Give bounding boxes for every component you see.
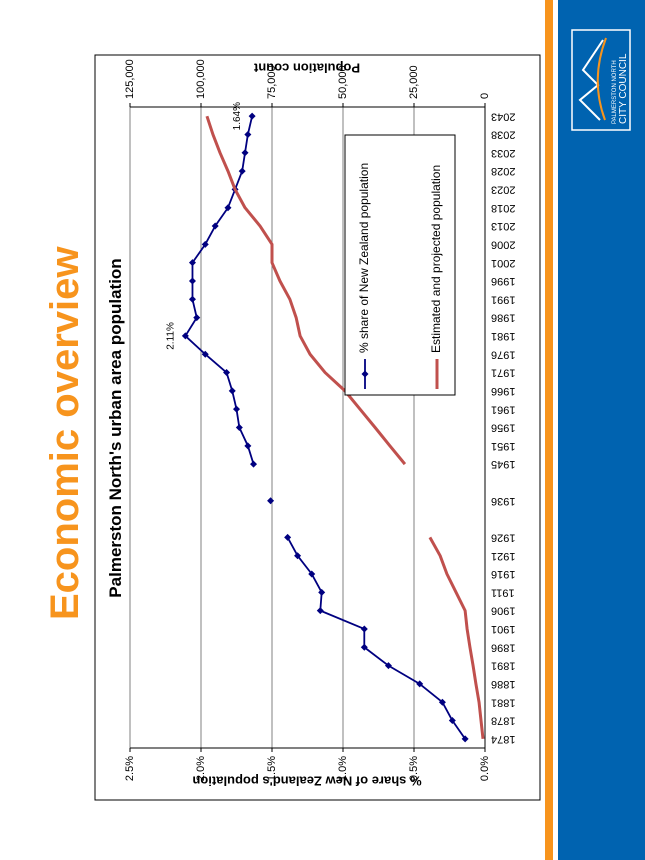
- x-tick-label: 1961: [491, 403, 515, 415]
- y-tick-label: 1.0%: [337, 756, 349, 781]
- x-tick-label: 1966: [491, 385, 515, 397]
- x-tick-label: 2038: [491, 129, 515, 141]
- data-point: [235, 424, 243, 431]
- data-point: [250, 460, 258, 468]
- x-tick-label: 2023: [491, 184, 515, 196]
- logo-graphic: [596, 37, 607, 121]
- x-tick-label: 2033: [491, 147, 515, 159]
- data-point: [438, 698, 446, 706]
- x-tick-label: 1881: [491, 696, 515, 708]
- blue-band: [558, 0, 645, 860]
- y2-tick-label: 0: [479, 93, 491, 99]
- data-point: [181, 332, 189, 340]
- data-point: [188, 259, 196, 267]
- y2-axis-title: Population count: [253, 61, 360, 76]
- x-tick-label: 1986: [491, 312, 515, 324]
- logo-text: CITY COUNCIL: [618, 53, 629, 124]
- x-tick-label: 1996: [491, 275, 515, 287]
- data-point: [201, 240, 209, 248]
- legend-box: [344, 134, 456, 396]
- series-line: [184, 115, 466, 740]
- data-point: [248, 112, 256, 120]
- x-tick-label: 1916: [491, 568, 515, 580]
- data-point: [228, 387, 236, 395]
- data-point: [233, 405, 240, 413]
- data-point: [448, 717, 456, 725]
- x-tick-label: 1874: [491, 733, 515, 745]
- data-point: [360, 643, 368, 651]
- data-point: [284, 533, 292, 541]
- legend-marker: [361, 370, 369, 378]
- data-point: [244, 130, 252, 138]
- x-tick-label: 2018: [491, 202, 515, 214]
- y2-tick-label: 50,000: [337, 65, 349, 99]
- y-tick-label: 1.5%: [266, 756, 278, 781]
- orange-stripe: [545, 0, 553, 860]
- y2-tick-label: 100,000: [195, 59, 207, 99]
- y-tick-label: 0.0%: [479, 756, 491, 781]
- chart-title: Palmerston North's urban area population: [106, 258, 125, 597]
- y2-tick-label: 25,000: [408, 65, 420, 99]
- data-point: [201, 350, 209, 358]
- slide-title: Economic overview: [43, 246, 87, 620]
- legend-label: Estimated and projected population: [429, 165, 443, 353]
- data-point: [316, 607, 324, 615]
- x-tick-label: 1921: [491, 550, 515, 562]
- data-point: [193, 314, 201, 322]
- data-point: [461, 735, 469, 743]
- data-point: [223, 369, 231, 377]
- data-point: [267, 497, 275, 505]
- x-tick-label: 1878: [491, 715, 515, 727]
- y2-tick-label: 75,000: [266, 65, 278, 99]
- x-tick-label: 2013: [491, 220, 515, 232]
- x-tick-label: 1976: [491, 348, 515, 360]
- x-tick-label: 2006: [491, 238, 515, 250]
- x-tick-label: 1951: [491, 440, 515, 452]
- data-point: [224, 204, 232, 212]
- y-tick-label: 2.5%: [124, 756, 136, 781]
- x-tick-label: 1981: [491, 330, 515, 342]
- x-tick-label: 2043: [491, 110, 515, 122]
- x-tick-label: 1945: [491, 458, 515, 470]
- x-tick-label: 1891: [491, 660, 515, 672]
- legend-label: % share of New Zealand population: [357, 163, 371, 353]
- x-tick-label: 1971: [491, 367, 515, 379]
- x-tick-label: 1956: [491, 422, 515, 434]
- x-tick-label: 1991: [491, 293, 515, 305]
- y2-tick-label: 125,000: [124, 59, 136, 99]
- data-point: [238, 167, 246, 175]
- data-label: 1.64%: [232, 102, 243, 130]
- data-point: [211, 222, 219, 230]
- x-tick-label: 1896: [491, 641, 515, 653]
- y-tick-label: 0.5%: [408, 756, 420, 781]
- x-tick-label: 1901: [491, 623, 515, 635]
- x-tick-label: 1886: [491, 678, 515, 690]
- x-tick-label: 2028: [491, 165, 515, 177]
- data-point: [360, 625, 368, 633]
- data-point: [384, 662, 392, 670]
- data-point: [244, 442, 252, 450]
- x-tick-label: 1936: [491, 495, 515, 507]
- chart-frame: [94, 54, 541, 801]
- x-tick-label: 1906: [491, 605, 515, 617]
- x-tick-label: 2001: [491, 257, 515, 269]
- data-point: [241, 149, 249, 157]
- logo-frame: [571, 29, 631, 131]
- data-point: [308, 570, 316, 578]
- x-tick-label: 1926: [491, 531, 515, 543]
- y-tick-label: 2.0%: [195, 756, 207, 781]
- y-axis-title: % share of New Zealand's population: [192, 774, 421, 789]
- x-tick-label: 1911: [491, 586, 515, 598]
- series-line: [205, 115, 485, 740]
- logo: PALMERSTON NORTH CITY COUNCIL: [571, 29, 631, 131]
- data-point: [294, 552, 302, 560]
- logo-text: PALMERSTON NORTH: [612, 60, 618, 124]
- data-point: [318, 588, 326, 596]
- data-point: [188, 295, 196, 303]
- data-label: 2.11%: [165, 322, 176, 350]
- data-point: [188, 277, 196, 285]
